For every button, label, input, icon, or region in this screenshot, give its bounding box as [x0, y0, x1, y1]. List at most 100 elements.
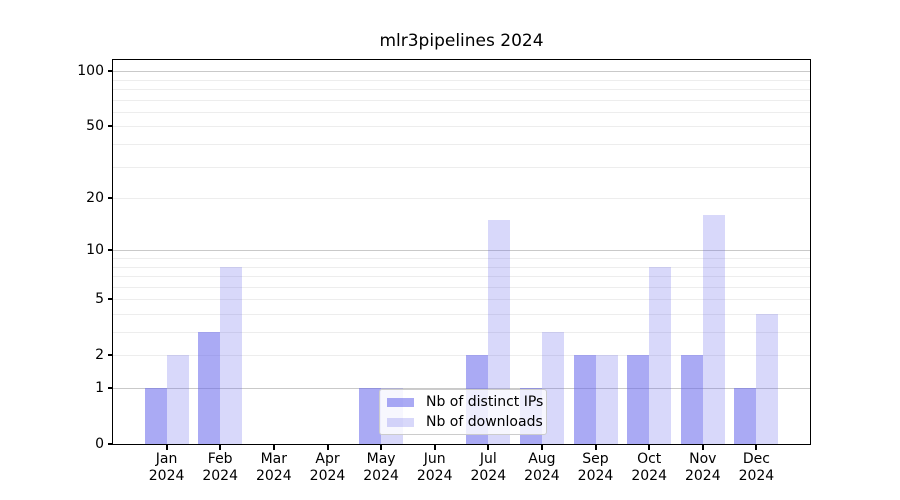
- plot-area: Nb of distinct IPs Nb of downloads: [112, 59, 811, 445]
- minor-gridline: [113, 126, 810, 128]
- minor-gridline: [113, 258, 810, 259]
- y-tick-label: 10: [86, 242, 104, 259]
- minor-gridline: [113, 314, 810, 315]
- minor-gridline: [113, 332, 810, 333]
- bar-nb-of-downloads: [649, 266, 672, 444]
- y-tick-label: 20: [86, 190, 104, 207]
- minor-gridline: [113, 89, 810, 90]
- minor-gridline: [113, 355, 810, 357]
- minor-gridline: [113, 79, 810, 81]
- bar-nb-of-downloads: [220, 266, 243, 444]
- x-tick-label: Feb 2024: [190, 451, 250, 485]
- x-tick-mark: [380, 445, 383, 450]
- x-tick-year: 2024: [255, 468, 292, 484]
- legend-label-downloads: Nb of downloads: [426, 414, 543, 430]
- minor-gridline: [113, 99, 810, 101]
- y-tick-mark: [108, 249, 113, 252]
- x-tick-month: Mar: [260, 451, 287, 467]
- bar-nb-of-downloads: [756, 314, 779, 444]
- x-tick-label: Apr 2024: [298, 451, 358, 485]
- legend-row-downloads: Nb of downloads: [387, 414, 543, 430]
- y-tick-mark: [108, 354, 113, 357]
- x-tick-mark: [165, 445, 168, 450]
- x-tick-label: Sep 2024: [566, 451, 626, 485]
- bar-nb-of-distinct-ips: [734, 388, 757, 444]
- x-tick-label: Jan 2024: [137, 451, 197, 485]
- x-tick-mark: [540, 445, 543, 450]
- bar-nb-of-downloads: [488, 220, 511, 444]
- y-tick-label: 5: [95, 291, 104, 308]
- y-tick-mark: [108, 443, 113, 445]
- x-tick-mark: [701, 445, 704, 450]
- legend-swatch-downloads: [387, 417, 414, 427]
- x-tick-year: 2024: [577, 468, 614, 484]
- x-tick-month: Jan: [155, 451, 178, 467]
- x-tick-month: Jul: [479, 451, 497, 467]
- legend-row-distinct-ips: Nb of distinct IPs: [387, 394, 543, 410]
- legend: Nb of distinct IPs Nb of downloads: [379, 389, 547, 435]
- y-tick-mark: [108, 298, 113, 301]
- minor-gridline: [113, 286, 810, 288]
- y-tick-label: 1: [95, 380, 104, 396]
- bar-nb-of-downloads: [702, 215, 725, 444]
- x-tick-label: Jun 2024: [405, 451, 465, 485]
- x-tick-year: 2024: [524, 468, 560, 484]
- x-tick-label: Nov 2024: [673, 451, 733, 485]
- y-tick-label: 0: [95, 436, 104, 452]
- x-tick-mark: [433, 445, 436, 450]
- x-tick-year: 2024: [309, 468, 346, 484]
- x-tick-year: 2024: [148, 468, 185, 484]
- bar-nb-of-downloads: [595, 355, 618, 444]
- chart-title: mlr3pipelines 2024: [379, 31, 544, 51]
- minor-gridline: [113, 299, 810, 301]
- x-tick-month: Feb: [207, 451, 233, 467]
- minor-gridline: [113, 144, 810, 145]
- x-tick-year: 2024: [684, 468, 721, 484]
- x-tick-mark: [648, 445, 651, 450]
- y-tick-label: 100: [77, 63, 104, 80]
- legend-label-distinct-ips: Nb of distinct IPs: [426, 394, 544, 410]
- bar-nb-of-distinct-ips: [144, 388, 167, 444]
- x-tick-year: 2024: [470, 468, 507, 484]
- x-tick-year: 2024: [363, 468, 399, 484]
- x-tick-mark: [755, 445, 758, 450]
- x-tick-month: Nov: [689, 451, 717, 467]
- bar-nb-of-distinct-ips: [680, 355, 703, 444]
- major-gridline: [113, 250, 810, 252]
- x-tick-label: Mar 2024: [244, 451, 304, 485]
- bar-nb-of-distinct-ips: [359, 388, 382, 444]
- x-tick-mark: [487, 445, 490, 450]
- x-tick-month: Sep: [582, 451, 609, 467]
- y-tick-mark: [108, 125, 113, 128]
- minor-gridline: [113, 198, 810, 200]
- y-tick-mark: [108, 70, 113, 73]
- x-tick-month: Oct: [637, 451, 662, 467]
- x-tick-label: Aug 2024: [512, 451, 572, 485]
- legend-swatch-distinct-ips: [387, 397, 414, 407]
- x-tick-month: May: [366, 451, 396, 467]
- x-tick-month: Jun: [423, 451, 446, 467]
- x-tick-year: 2024: [738, 468, 775, 484]
- x-tick-label: Oct 2024: [619, 451, 679, 485]
- y-tick-mark: [108, 197, 113, 200]
- x-tick-mark: [326, 445, 329, 450]
- x-tick-year: 2024: [631, 468, 667, 484]
- minor-gridline: [113, 266, 810, 268]
- x-tick-label: Dec 2024: [726, 451, 786, 485]
- x-tick-mark: [594, 445, 597, 450]
- x-tick-month: Aug: [528, 451, 556, 467]
- bar-nb-of-distinct-ips: [573, 355, 596, 444]
- x-tick-month: Apr: [315, 451, 340, 467]
- minor-gridline: [113, 276, 810, 277]
- x-tick-label: Jul 2024: [458, 451, 518, 485]
- minor-gridline: [113, 166, 810, 168]
- y-tick-label: 50: [86, 118, 104, 135]
- x-tick-mark: [272, 445, 275, 450]
- major-gridline: [113, 388, 810, 389]
- bar-nb-of-distinct-ips: [198, 332, 221, 444]
- bar-nb-of-downloads: [541, 332, 564, 444]
- x-tick-year: 2024: [202, 468, 238, 484]
- x-tick-year: 2024: [416, 468, 453, 484]
- x-tick-month: Dec: [742, 451, 770, 467]
